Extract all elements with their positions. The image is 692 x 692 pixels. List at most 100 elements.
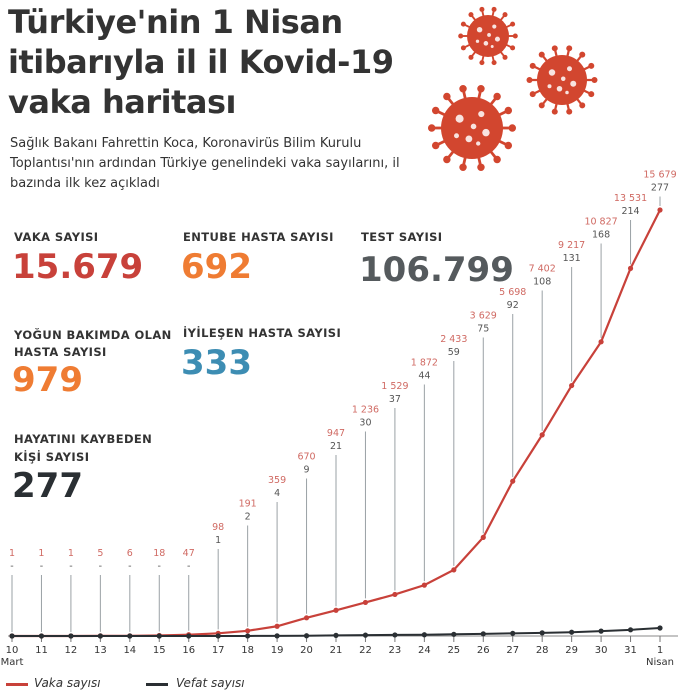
x-tick-label: 15 <box>153 645 166 656</box>
x-tick-label: 13 <box>94 645 107 656</box>
gridlines <box>11 196 661 632</box>
case-value-label: 5 698 <box>499 287 526 298</box>
death-value-labels: - - - - - - - 1 2 4 9 21 30 37 44 59 75 92 108 131 168 214 277 <box>10 183 669 573</box>
case-point <box>451 567 457 573</box>
x-tick-label: 26 <box>477 645 490 656</box>
subtitle: Sağlık Bakanı Fahrettin Koca, Koronavirü… <box>10 136 400 191</box>
virus-icon <box>526 45 598 115</box>
death-point <box>451 631 457 637</box>
death-point <box>362 632 369 638</box>
x-tick-label: 12 <box>65 645 78 656</box>
x-tick-label: 21 <box>330 645 343 656</box>
case-point <box>657 207 663 213</box>
death-point <box>569 629 575 635</box>
case-point <box>245 628 251 634</box>
case-point <box>627 265 634 271</box>
case-value-label: 13 531 <box>614 193 647 204</box>
recovered-label: İYİLEŞEN HASTA SAYISI <box>183 326 342 340</box>
death-value-label: - <box>10 561 13 572</box>
case-value-label: 98 <box>212 522 224 533</box>
death-value-label: 75 <box>477 324 489 335</box>
death-value-label: 108 <box>533 277 551 288</box>
case-value-label: 1 872 <box>411 358 438 369</box>
x-tick-label: 14 <box>123 645 136 656</box>
case-value-label: 3 629 <box>470 311 497 322</box>
page-title: Türkiye'nin 1 Nisan itibarıyla il il Kov… <box>8 3 394 121</box>
death-value-label: 37 <box>389 394 401 405</box>
cases-label: VAKA SAYISI <box>14 230 99 244</box>
case-point <box>480 534 486 540</box>
icu-label-line-2: HASTA SAYISI <box>14 345 107 359</box>
case-value-label: 10 827 <box>584 217 617 228</box>
case-value-label: 359 <box>268 475 286 486</box>
death-value-label: 44 <box>418 371 430 382</box>
case-value-label: 670 <box>297 452 315 463</box>
x-tick-label: 31 <box>624 645 637 656</box>
death-value-label: 30 <box>359 418 371 429</box>
case-value-label: 1 <box>38 548 44 559</box>
death-value-label: 9 <box>304 465 310 476</box>
deaths-label-line-1: HAYATINI KAYBEDEN <box>14 432 153 446</box>
tests-label: TEST SAYISI <box>361 230 443 244</box>
x-tick-label: 24 <box>418 645 431 656</box>
case-value-label: 15 679 <box>643 170 676 181</box>
death-value-label: 4 <box>274 488 280 499</box>
case-value-label: 9 217 <box>558 240 585 251</box>
death-value-label: - <box>40 561 43 572</box>
case-point <box>392 591 398 598</box>
x-tick-label: 10 <box>6 645 19 656</box>
x-tick-label: 27 <box>506 645 519 656</box>
case-value-label: 6 <box>127 548 133 559</box>
virus-icon <box>458 6 518 66</box>
x-tick-label: 29 <box>565 645 578 656</box>
case-value-label: 1 <box>9 548 15 559</box>
death-value-label: 59 <box>448 347 460 358</box>
case-value-label: 191 <box>239 499 257 510</box>
legend-cases-swatch <box>6 683 28 686</box>
death-point <box>38 633 45 639</box>
x-axis-labels: 10 11 12 13 14 15 16 17 18 19 20 21 22 23 24 25 26 27 28 29… <box>6 645 664 656</box>
tests-value: 106.799 <box>359 250 514 290</box>
death-point <box>215 633 221 639</box>
case-value-label: 18 <box>153 548 165 559</box>
death-point <box>333 632 339 638</box>
death-point <box>627 627 634 633</box>
death-value-label: - <box>128 561 131 572</box>
legend-cases-label: Vaka sayısı <box>34 676 101 690</box>
case-point <box>421 582 427 588</box>
case-value-label: 1 <box>68 548 74 559</box>
death-point <box>598 628 604 634</box>
case-value-label: 1 236 <box>352 405 379 416</box>
x-tick-label: 1 <box>657 645 663 656</box>
death-point <box>303 633 310 639</box>
x-tick-label: 30 <box>595 645 608 656</box>
deaths-series <box>9 625 663 639</box>
death-value-label: - <box>99 561 102 572</box>
month-label-mart: Mart <box>1 657 24 668</box>
x-tick-label: 19 <box>271 645 284 656</box>
case-value-label: 5 <box>97 548 103 559</box>
death-point <box>539 630 545 636</box>
death-point <box>97 633 103 639</box>
month-label-nisan: Nisan <box>646 657 674 668</box>
cases-value: 15.679 <box>12 247 144 287</box>
x-tick-label: 18 <box>241 645 254 656</box>
x-tick-label: 11 <box>35 645 48 656</box>
case-value-labels: 1 1 1 5 6 18 47 98 191 359 670 947 1 236 1 529 1 872 2 … <box>9 170 677 560</box>
x-tick-label: 23 <box>389 645 402 656</box>
death-value-label: 131 <box>563 253 581 264</box>
x-tick-label: 20 <box>300 645 313 656</box>
case-value-label: 47 <box>183 548 195 559</box>
legend-deaths-label: Vefat sayısı <box>176 676 245 690</box>
x-tick-label: 25 <box>447 645 460 656</box>
death-value-label: 92 <box>507 300 519 311</box>
death-value-label: - <box>69 561 72 572</box>
virus-icon <box>427 84 517 172</box>
death-value-label: - <box>187 561 190 572</box>
death-point <box>156 633 162 639</box>
x-tick-label: 22 <box>359 645 372 656</box>
case-point <box>510 478 516 484</box>
case-value-label: 947 <box>327 428 345 439</box>
death-point <box>186 633 192 639</box>
x-tick-label: 17 <box>212 645 225 656</box>
